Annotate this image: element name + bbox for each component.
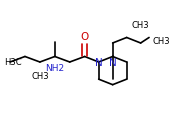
Text: CH3: CH3 bbox=[153, 37, 170, 46]
Text: NH2: NH2 bbox=[45, 64, 64, 73]
Text: O: O bbox=[80, 32, 89, 42]
Text: N: N bbox=[95, 58, 102, 68]
Text: CH3: CH3 bbox=[132, 21, 149, 30]
Text: N: N bbox=[109, 58, 117, 68]
Text: CH3: CH3 bbox=[31, 72, 49, 81]
Text: H3C: H3C bbox=[5, 58, 22, 67]
